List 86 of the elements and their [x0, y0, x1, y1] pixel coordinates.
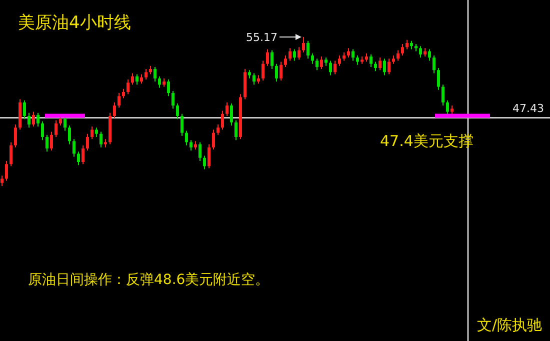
candlestick [28, 112, 30, 128]
candlestick [437, 67, 440, 90]
candlestick [252, 72, 256, 86]
candlestick [320, 56, 323, 70]
candlestick [95, 127, 98, 138]
candlestick [446, 100, 449, 116]
text: 原油日间操作：反弹48.6美元附近空。 [28, 272, 270, 288]
candlestick [388, 58, 390, 75]
candlestick [131, 72, 134, 86]
candlestick [226, 102, 228, 116]
candlestick [86, 133, 89, 152]
candlestick [280, 61, 282, 82]
candlestick [352, 48, 354, 62]
candlestick [293, 48, 296, 62]
candlestick [14, 124, 17, 148]
candlestick [176, 102, 179, 120]
candlestick [419, 46, 422, 58]
candlestick [77, 151, 80, 166]
candlestick [158, 76, 161, 88]
candlestick [284, 54, 287, 68]
candlestick [136, 74, 138, 86]
candlestick [172, 90, 174, 110]
candlestick [144, 68, 148, 80]
candlestick [378, 57, 382, 71]
candlestick [185, 130, 188, 146]
candlestick [432, 54, 436, 74]
chart-title: 美原油4小时线 [18, 13, 131, 33]
text: 47.43 [512, 102, 544, 115]
candlestick [10, 142, 12, 167]
candlestick [122, 88, 125, 99]
candlestick [302, 36, 305, 53]
candlestick [167, 78, 170, 97]
candlestick [126, 78, 130, 95]
candlestick [54, 120, 58, 138]
candlestick [442, 84, 444, 106]
text: 文/陈执驰 [476, 316, 542, 334]
candlestick [374, 61, 377, 72]
candlestick [46, 134, 48, 152]
candlestick [140, 74, 143, 84]
candlestick [316, 58, 318, 71]
candlestick [203, 155, 206, 170]
candlestick [334, 60, 336, 75]
candlestick [36, 112, 40, 128]
candlestick [234, 120, 238, 141]
candlestick [216, 124, 220, 136]
candlestick [100, 131, 102, 148]
candlestick [113, 102, 116, 119]
candlestick [41, 120, 44, 141]
candlestick [383, 58, 386, 76]
candlestick [0, 175, 4, 186]
candlestick [329, 60, 332, 76]
candlestick [118, 92, 120, 108]
candlestick [32, 111, 35, 128]
candlestick [82, 144, 84, 165]
candlestick [198, 142, 202, 162]
candlestick [154, 66, 156, 82]
candlestick [275, 63, 278, 82]
candlestick [208, 144, 210, 169]
candlestick [311, 52, 314, 64]
candlestick [212, 129, 215, 150]
candlestick [190, 140, 192, 152]
candlestick [338, 54, 341, 66]
candlestick [72, 138, 76, 158]
candlestick [262, 60, 264, 82]
candlestick [288, 48, 292, 62]
candlestick [428, 48, 431, 62]
candlestick [270, 50, 274, 70]
candlestick [370, 54, 372, 68]
candlestick [230, 102, 233, 126]
candlestick [64, 116, 66, 132]
candlestick [396, 50, 400, 62]
candlestick [23, 100, 26, 120]
candlestick [5, 160, 8, 182]
candlestick [68, 125, 71, 145]
candlestick [266, 48, 269, 66]
candlestick [306, 40, 310, 60]
candlestick [401, 44, 404, 56]
annotation: 55.17 [246, 31, 278, 44]
candlestick [50, 131, 53, 152]
candlestick [347, 48, 350, 58]
candlestick [180, 113, 184, 136]
candlestick [90, 126, 94, 140]
candlestick [221, 110, 224, 130]
candlestick [356, 54, 359, 66]
candlestick [406, 39, 408, 50]
candlestick [298, 46, 300, 60]
